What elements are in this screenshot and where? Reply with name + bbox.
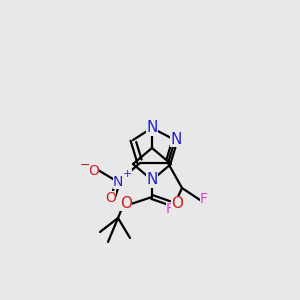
Text: F: F [200, 192, 208, 206]
Text: −: − [80, 158, 90, 172]
Text: O: O [120, 196, 132, 211]
Text: +: + [122, 169, 132, 179]
Text: F: F [166, 202, 174, 216]
Text: N: N [146, 121, 158, 136]
Text: N: N [113, 175, 123, 189]
Text: N: N [170, 131, 182, 146]
Text: O: O [88, 164, 99, 178]
Text: O: O [171, 196, 183, 211]
Text: O: O [106, 191, 116, 205]
Text: N: N [146, 172, 158, 188]
